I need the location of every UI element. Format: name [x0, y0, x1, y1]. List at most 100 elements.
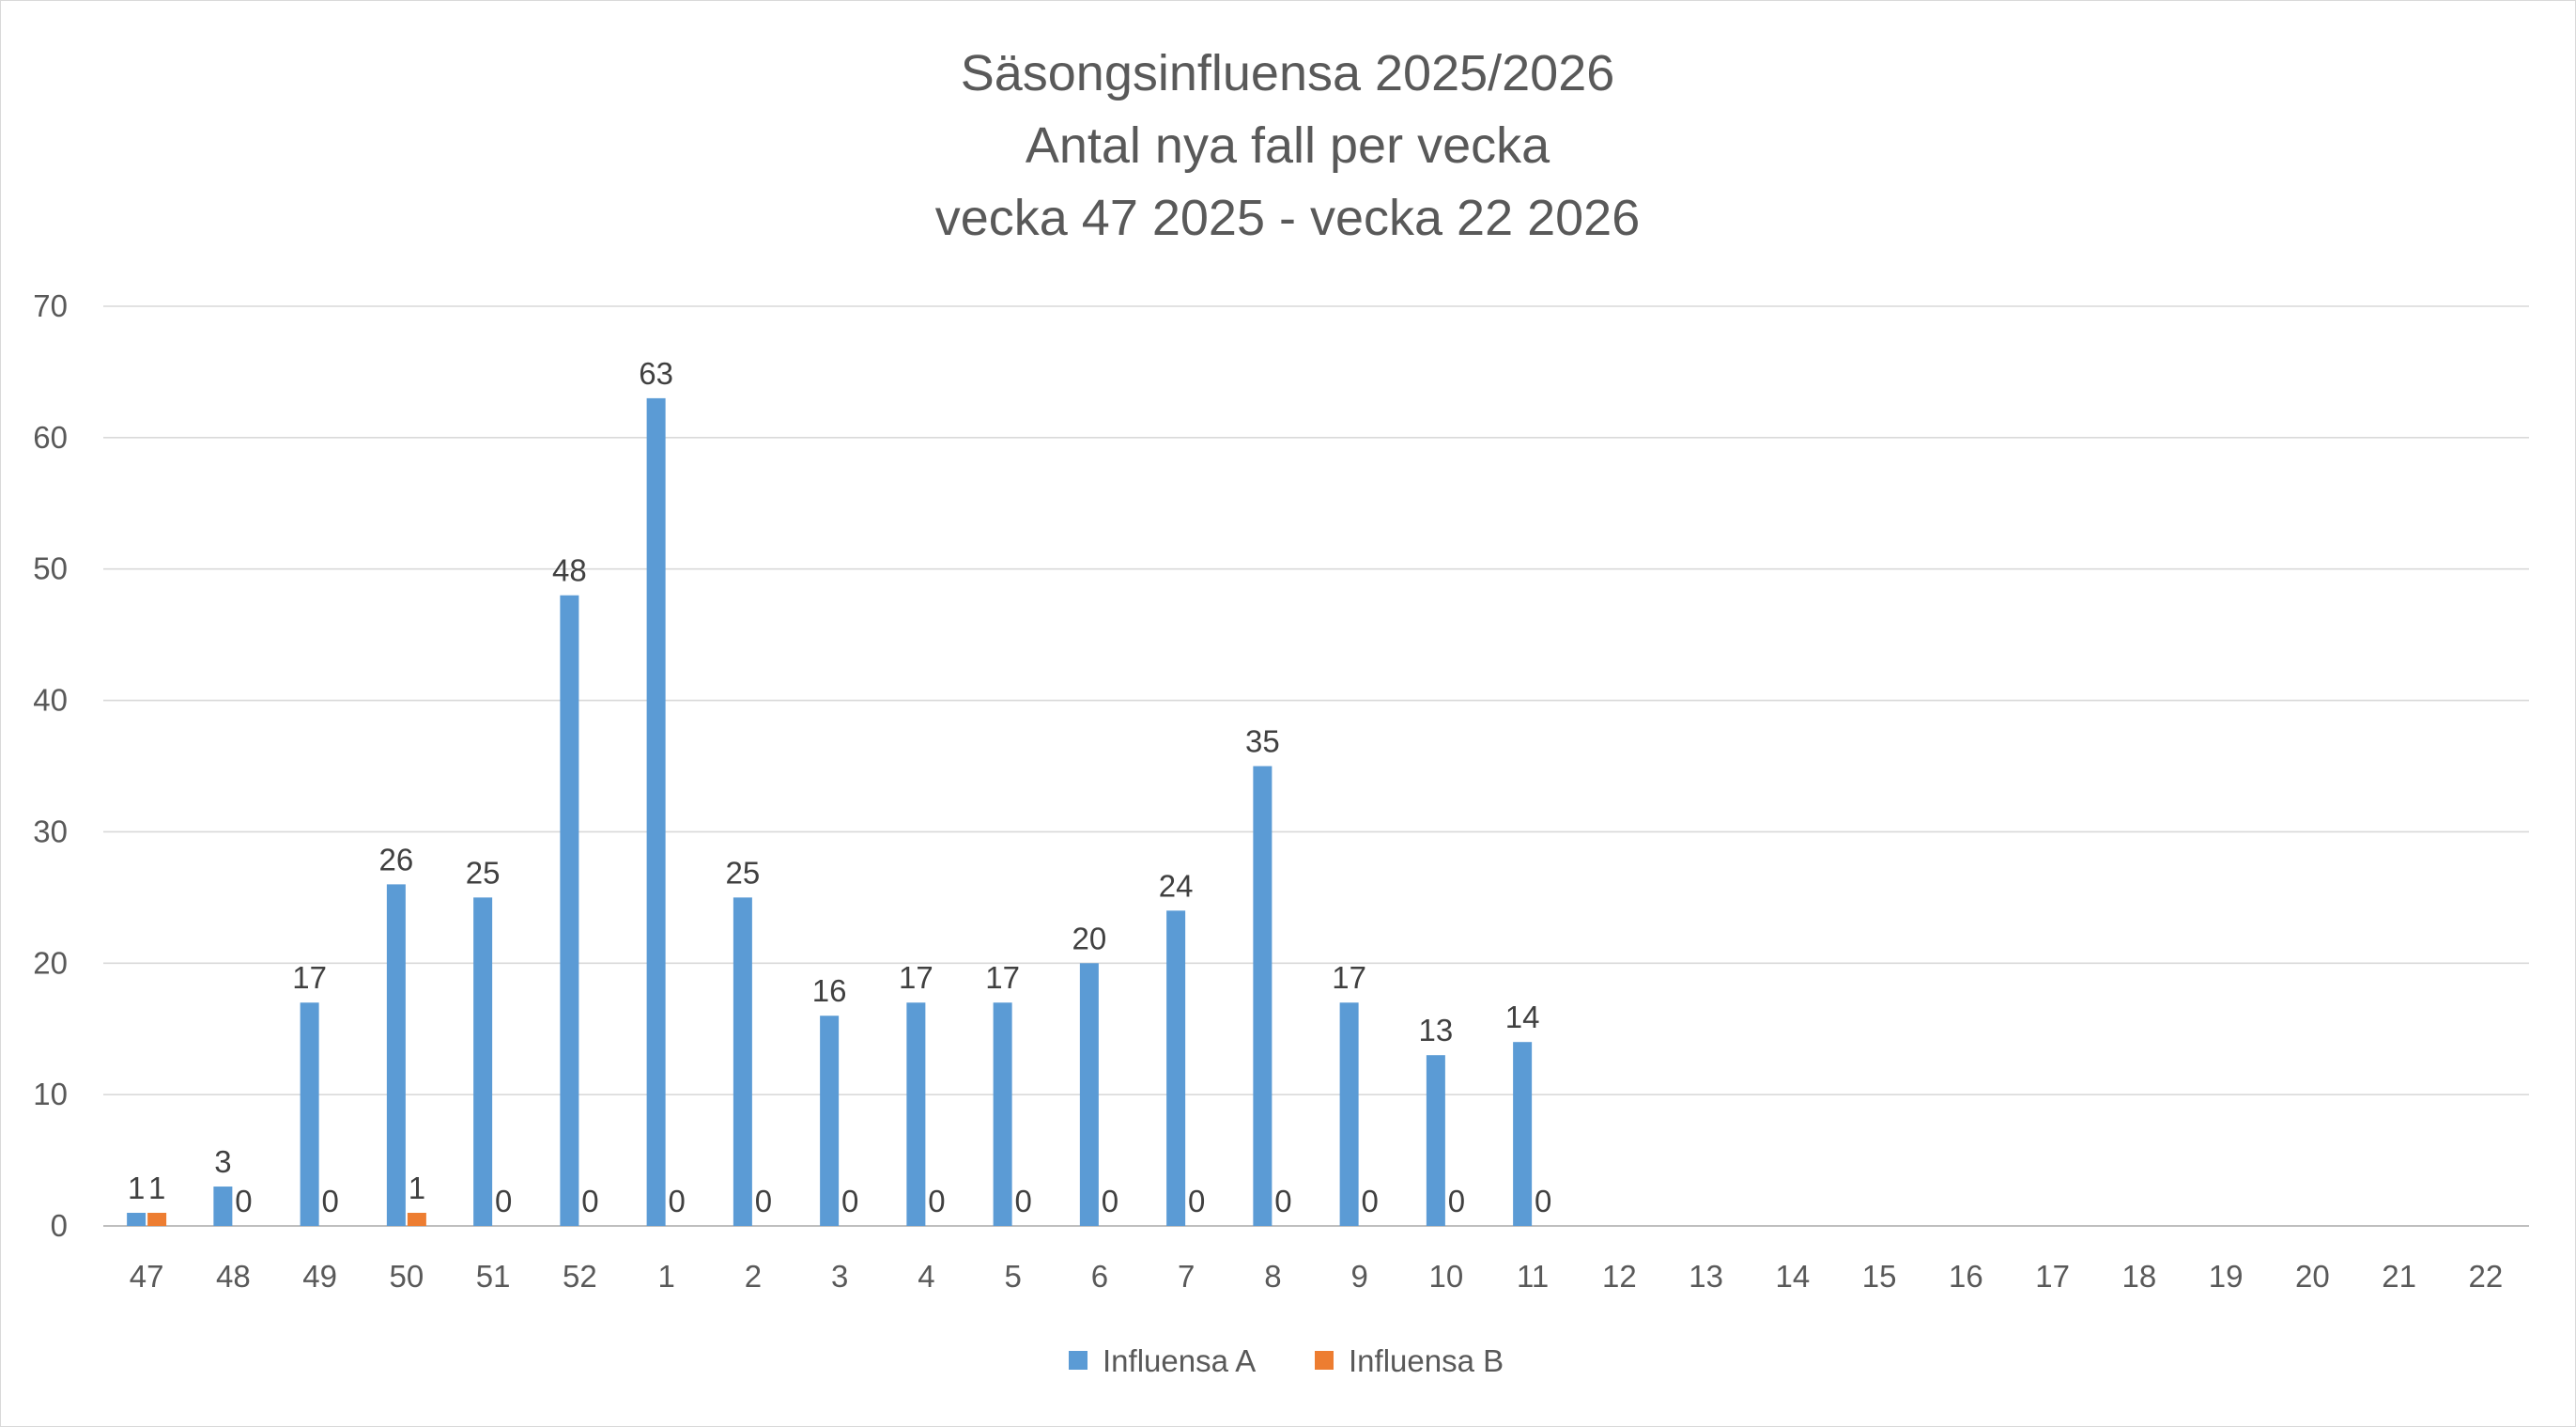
data-label: 0	[928, 1184, 945, 1218]
chart-title-line-2: Antal nya fall per vecka	[1026, 117, 1550, 174]
bar	[1513, 1042, 1533, 1226]
legend-swatch	[1315, 1351, 1334, 1370]
bar	[820, 1016, 840, 1226]
gridlines	[103, 305, 2529, 1227]
bar	[1166, 910, 1186, 1226]
data-label: 0	[235, 1184, 252, 1218]
data-label: 0	[495, 1184, 512, 1218]
y-tick-label: 30	[33, 814, 68, 848]
data-label: 25	[726, 855, 761, 890]
chart-title-line-3: vecka 47 2025 - vecka 22 2026	[935, 190, 1641, 246]
data-label: 25	[466, 855, 501, 890]
data-label: 14	[1505, 1000, 1540, 1034]
x-tick-label: 1	[657, 1259, 674, 1294]
x-tick-label: 48	[216, 1259, 251, 1294]
data-label: 48	[552, 553, 587, 588]
x-tick-label: 9	[1350, 1259, 1367, 1294]
x-tick-label: 10	[1429, 1259, 1464, 1294]
x-tick-label: 21	[2382, 1259, 2416, 1294]
data-label: 3	[214, 1144, 231, 1179]
x-tick-label: 19	[2209, 1259, 2244, 1294]
x-tick-label: 6	[1091, 1259, 1108, 1294]
chart-title-line-1: Säsongsinfluensa 2025/2026	[961, 45, 1615, 101]
bar	[1426, 1055, 1445, 1226]
bar	[407, 1213, 426, 1226]
x-tick-label: 20	[2295, 1259, 2330, 1294]
x-tick-label: 47	[130, 1259, 164, 1294]
x-tick-label: 14	[1776, 1259, 1811, 1294]
bar	[993, 1002, 1012, 1226]
data-label: 26	[379, 842, 414, 876]
y-tick-label: 50	[33, 551, 68, 586]
x-tick-label: 15	[1862, 1259, 1897, 1294]
y-tick-label: 40	[33, 683, 68, 718]
data-label: 24	[1159, 868, 1194, 903]
x-axis: 47 48 49 50 51 52 1 2 3 4 5 6 7 8 9 10 11 12 13 14 15 16 17 18 1…	[130, 1259, 2503, 1294]
bar	[560, 595, 579, 1226]
y-tick-label: 60	[33, 420, 68, 455]
data-label: 63	[639, 356, 673, 391]
data-label: 17	[1332, 960, 1366, 995]
x-tick-label: 11	[1517, 1259, 1549, 1294]
x-tick-label: 4	[918, 1259, 934, 1294]
data-label: 1	[409, 1171, 425, 1205]
data-label: 0	[755, 1184, 772, 1218]
x-tick-label: 8	[1264, 1259, 1281, 1294]
legend-label: Influensa B	[1349, 1343, 1504, 1378]
data-label: 17	[292, 960, 327, 995]
bar	[906, 1002, 926, 1226]
data-label: 0	[1535, 1184, 1551, 1218]
bar	[646, 397, 666, 1226]
bar	[213, 1187, 233, 1226]
data-label: 0	[321, 1184, 338, 1218]
data-label: 0	[841, 1184, 858, 1218]
x-tick-label: 16	[1949, 1259, 1983, 1294]
data-label: 0	[1274, 1184, 1291, 1218]
data-label: 0	[1361, 1184, 1378, 1218]
data-label: 0	[1102, 1184, 1118, 1218]
data-label: 0	[1448, 1184, 1465, 1218]
x-tick-label: 18	[2122, 1259, 2157, 1294]
legend-label: Influensa A	[1103, 1343, 1256, 1378]
data-label: 1	[128, 1171, 145, 1205]
data-label: 13	[1419, 1013, 1454, 1047]
y-tick-label: 70	[33, 288, 68, 323]
data-label: 0	[1014, 1184, 1031, 1218]
bar	[473, 897, 493, 1226]
y-tick-label: 10	[33, 1077, 68, 1111]
legend-swatch	[1069, 1351, 1087, 1370]
data-label: 17	[985, 960, 1020, 995]
bar	[147, 1213, 167, 1226]
y-tick-label: 20	[33, 945, 68, 980]
data-label: 0	[668, 1184, 685, 1218]
bar	[1339, 1002, 1359, 1226]
data-label: 0	[1188, 1184, 1205, 1218]
x-tick-label: 51	[476, 1259, 511, 1294]
x-tick-label: 12	[1602, 1259, 1637, 1294]
x-tick-label: 22	[2469, 1259, 2504, 1294]
x-tick-label: 2	[745, 1259, 762, 1294]
x-tick-label: 13	[1689, 1259, 1723, 1294]
bars	[127, 397, 1533, 1226]
x-tick-label: 17	[2035, 1259, 2070, 1294]
x-tick-label: 5	[1004, 1259, 1021, 1294]
bar	[1079, 963, 1099, 1226]
bar	[733, 897, 752, 1226]
data-label: 35	[1245, 724, 1280, 759]
y-axis: 0 10 20 30 40 50 60 70	[33, 288, 68, 1243]
x-tick-label: 7	[1178, 1259, 1195, 1294]
data-label: 20	[1072, 921, 1107, 955]
y-tick-label: 0	[51, 1208, 68, 1243]
x-tick-label: 52	[563, 1259, 597, 1294]
data-label: 1	[148, 1171, 165, 1205]
data-label: 16	[812, 973, 847, 1008]
data-label: 0	[581, 1184, 598, 1218]
chart-title: Säsongsinfluensa 2025/2026 Antal nya fal…	[935, 45, 1641, 246]
bar	[300, 1002, 319, 1226]
bar	[1253, 766, 1273, 1226]
data-label: 17	[899, 960, 933, 995]
bar	[386, 884, 406, 1226]
